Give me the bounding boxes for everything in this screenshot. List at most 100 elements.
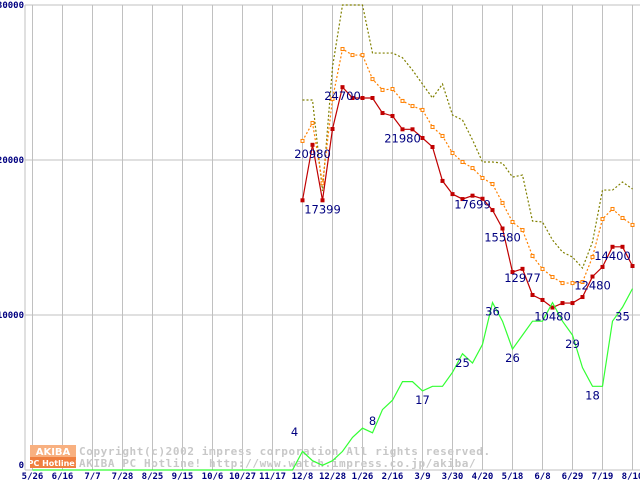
x-tick-label: 8/25 xyxy=(142,472,164,480)
min_price-point xyxy=(400,127,405,132)
data-label: 12977 xyxy=(504,271,541,285)
x-tick-label: 5/18 xyxy=(502,472,524,480)
min_price-point xyxy=(510,270,515,275)
x-tick-label: 12/8 xyxy=(292,472,314,480)
min_price-point xyxy=(630,264,635,269)
avg_price-point xyxy=(550,275,555,280)
avg_price-point xyxy=(420,107,425,112)
min_price-point xyxy=(350,96,355,100)
min_price-point xyxy=(530,293,535,298)
data-label: 17 xyxy=(415,393,430,407)
avg_price-point xyxy=(440,133,445,138)
copyright-text: Copyright(c)2002 impress corporation All… xyxy=(79,445,491,458)
x-tick-label: 3/30 xyxy=(442,472,464,480)
x-tick-label: 4/20 xyxy=(472,472,494,480)
data-label: 35 xyxy=(615,309,630,323)
avg_price-point xyxy=(510,220,515,224)
data-label: 18 xyxy=(585,388,600,402)
min_price-point xyxy=(460,197,465,202)
avg_price-line xyxy=(301,48,633,284)
data-labels: 20980 17399 24700 21980 17699 15580 12977 10480… xyxy=(291,89,631,439)
min_price-point xyxy=(380,111,385,116)
data-label: 12480 xyxy=(574,279,611,293)
avg_price-point xyxy=(310,120,315,125)
x-tick-label: 6/16 xyxy=(52,472,74,480)
x-tick-label: 3/9 xyxy=(414,472,430,480)
logo-badge-top xyxy=(30,445,76,457)
avg_price-point xyxy=(590,255,595,260)
shop_count-line xyxy=(32,288,634,471)
min_price-point xyxy=(470,193,475,198)
data-label: 15580 xyxy=(484,231,521,245)
min_price-point xyxy=(340,85,345,90)
min_price-point xyxy=(520,266,525,271)
min_price-point xyxy=(420,135,425,140)
avg_price-point xyxy=(610,206,615,211)
avg_price-point xyxy=(490,182,495,187)
min_price-point xyxy=(410,127,415,132)
x-tick-label: 10/6 xyxy=(202,472,224,480)
data-label: 4 xyxy=(291,425,298,439)
avg_price-point xyxy=(600,217,605,222)
min_price-point xyxy=(430,144,435,149)
avg_price-point xyxy=(390,87,395,92)
x-tick-label: 11/17 xyxy=(259,472,286,480)
min_price-point xyxy=(600,264,605,269)
series-layer xyxy=(32,4,635,471)
avg_price-point xyxy=(530,253,535,258)
avg_price-point xyxy=(400,98,405,103)
min_price-point xyxy=(550,305,555,310)
avg_price-point xyxy=(460,160,465,165)
x-tick-label: 6/8 xyxy=(534,472,550,480)
avg_price-point xyxy=(360,53,365,58)
min_price-point xyxy=(540,297,545,302)
grid xyxy=(24,4,640,471)
avg_price-point xyxy=(560,281,565,286)
min_price-point xyxy=(570,301,575,306)
site-text: AKIBA PC Hotline! http://www.watch.impre… xyxy=(79,457,476,470)
avg_price-point xyxy=(480,175,485,180)
avg_price-point xyxy=(370,77,375,82)
data-label: 29 xyxy=(565,337,580,351)
avg_price-point xyxy=(330,96,335,101)
avg_price-point xyxy=(340,47,345,52)
avg_price-point xyxy=(540,266,545,271)
avg_price-point xyxy=(430,124,435,129)
data-label: 36 xyxy=(485,305,500,319)
min_price-line xyxy=(301,85,634,309)
watermark: AKIBA PC Hotline! Copyright(c)2002 impre… xyxy=(28,445,491,470)
y-tick-label: 30000 xyxy=(0,1,24,11)
min_price-point xyxy=(320,198,325,203)
min_price-point xyxy=(440,178,445,183)
avg_price-point xyxy=(470,166,475,171)
avg_price-point xyxy=(410,104,415,109)
min_price-point xyxy=(360,96,365,100)
min_price-point xyxy=(390,113,395,118)
avg_price-point xyxy=(580,279,585,284)
x-tick-label: 7/7 xyxy=(84,472,100,480)
avg_price-point xyxy=(450,151,455,156)
data-label: 14400 xyxy=(594,249,631,263)
x-tick-label: 2/16 xyxy=(382,472,404,480)
min_price-point xyxy=(480,196,485,201)
avg_price-point xyxy=(380,87,385,92)
x-tick-label: 7/19 xyxy=(592,472,614,480)
data-label: 17399 xyxy=(304,202,341,216)
min_price-point xyxy=(300,198,305,203)
min_price-point xyxy=(560,301,565,306)
avg_price-point xyxy=(520,228,525,233)
max_price-line xyxy=(302,4,633,270)
x-tick-label: 1/26 xyxy=(352,472,374,480)
avg_price-point xyxy=(350,53,355,58)
data-label: 8 xyxy=(369,414,376,428)
data-label: 26 xyxy=(505,351,520,365)
logo-text-bottom: PC Hotline! xyxy=(28,459,79,468)
data-label: 10480 xyxy=(534,310,571,324)
min_price-point xyxy=(490,208,495,213)
avg_price-point xyxy=(300,138,305,143)
logo-badge-bottom xyxy=(30,457,76,468)
data-label: 17699 xyxy=(454,198,491,212)
